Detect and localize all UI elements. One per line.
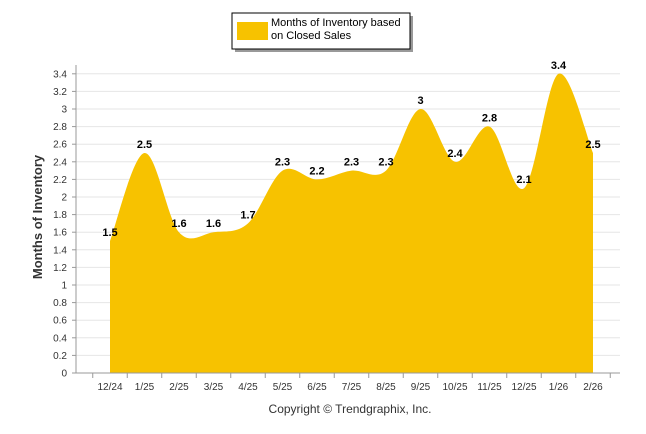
y-tick-label: 2.2 [53, 175, 67, 186]
x-tick-label: 1/26 [549, 382, 569, 393]
axes [72, 65, 620, 378]
data-label: 1.7 [240, 209, 255, 221]
legend-box [231, 12, 411, 50]
x-tick-label: 9/25 [411, 382, 431, 393]
y-tick-label: 2.4 [53, 157, 67, 168]
y-tick-labels: 0 0.2 0.4 0.6 0.8 1 1.2 1.4 1.6 1.8 2 2.2 2.4 2.6 2.8 3… [53, 69, 67, 379]
legend-label-line-2: on Closed Sales [271, 30, 352, 42]
x-tick-label: 12/25 [511, 382, 536, 393]
x-tick-label: 3/25 [204, 382, 224, 393]
y-tick-label: 3 [61, 105, 67, 116]
y-tick-label: 2 [61, 193, 67, 204]
y-tick-label: 1.6 [53, 228, 67, 239]
x-tick-labels: 12/24 1/25 2/25 3/25 4/25 5/25 6/25 7/25 8/25 9/2… [97, 382, 603, 393]
data-label: 2.5 [585, 139, 600, 151]
y-tick-label: 2.6 [53, 140, 67, 151]
data-label: 2.8 [482, 113, 497, 125]
x-tick-label: 5/25 [273, 382, 293, 393]
y-tick-label: 3.4 [53, 69, 67, 80]
legend-label-line-1: Months of Inventory based [271, 17, 401, 29]
x-tick-label: 1/25 [135, 382, 155, 393]
x-tick-label: 2/25 [169, 382, 189, 393]
data-label: 2.2 [309, 165, 324, 177]
legend-swatch [237, 22, 268, 40]
x-tick-label: 10/25 [442, 382, 467, 393]
data-label: 3.4 [551, 60, 567, 72]
data-label: 1.6 [206, 218, 221, 230]
data-label: 1.6 [171, 218, 186, 230]
x-tick-label: 7/25 [342, 382, 362, 393]
y-tick-label: 0.8 [53, 298, 67, 309]
copyright-text: Copyright © Trendgraphix, Inc. [269, 402, 432, 416]
data-label: 2.5 [137, 139, 152, 151]
data-label: 2.3 [344, 157, 359, 169]
data-label: 2.3 [378, 157, 393, 169]
x-tick-label: 11/25 [477, 382, 502, 393]
y-tick-label: 0.6 [53, 316, 67, 327]
y-tick-label: 0.4 [53, 333, 67, 344]
y-tick-label: 2.8 [53, 122, 67, 133]
x-tick-label: 4/25 [238, 382, 258, 393]
data-label: 2.3 [275, 157, 290, 169]
y-axis-title: Months of Inventory [30, 154, 45, 279]
x-tick-label: 2/26 [583, 382, 603, 393]
y-tick-label: 3.2 [53, 87, 67, 98]
y-tick-label: 1.8 [53, 210, 67, 221]
data-label: 1.5 [102, 227, 117, 239]
legend: Months of Inventory based on Closed Sale… [231, 12, 413, 52]
x-tick-label: 12/24 [97, 382, 122, 393]
y-tick-label: 0 [61, 369, 67, 380]
y-tick-label: 1 [61, 281, 67, 292]
y-tick-label: 1.2 [53, 263, 67, 274]
y-tick-label: 1.4 [53, 245, 67, 256]
y-tick-label: 0.2 [53, 351, 67, 362]
series-area [110, 73, 593, 373]
x-tick-label: 8/25 [376, 382, 396, 393]
data-label: 3 [417, 95, 423, 107]
x-tick-label: 6/25 [307, 382, 327, 393]
data-labels: 1.5 2.5 1.6 1.6 1.7 2.3 2.2 2.3 2.3 3 2.4 2.8 2.1 3.4… [102, 60, 600, 239]
data-label: 2.1 [516, 174, 531, 186]
data-label: 2.4 [447, 148, 463, 160]
